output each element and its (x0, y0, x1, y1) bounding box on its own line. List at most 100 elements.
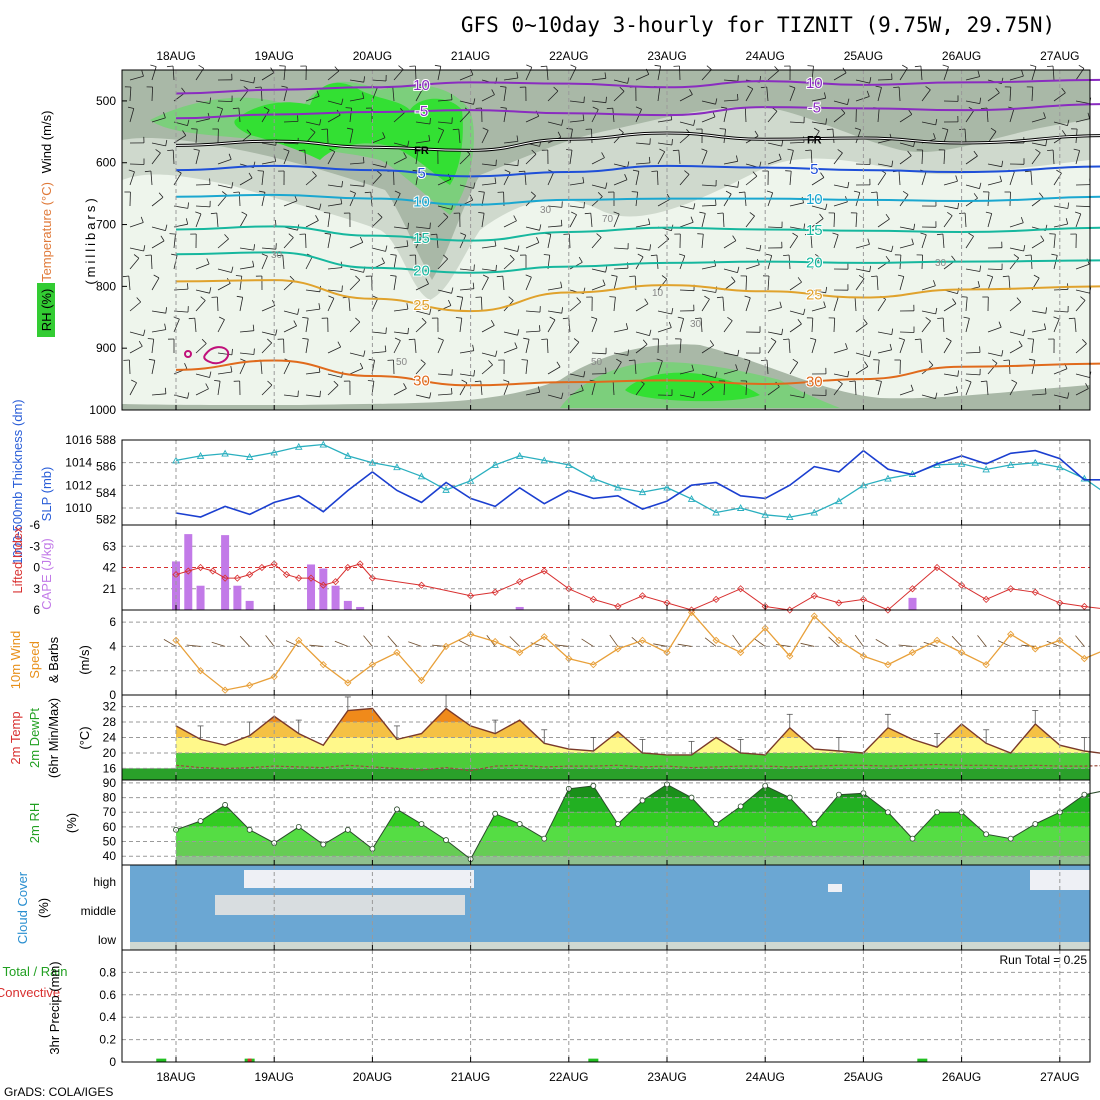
wind-barb-flag (690, 216, 694, 223)
wind-speed-marker (1080, 654, 1088, 663)
wind-barb (569, 150, 573, 165)
wind-barb-flag (591, 316, 598, 320)
wind-barb (216, 212, 219, 228)
wind-barb-flag (455, 317, 462, 319)
wind-barb (965, 236, 974, 249)
wind-barb (415, 204, 430, 207)
wind-barb (789, 281, 802, 291)
wind-barb-flag (897, 274, 904, 277)
wind-barb (657, 360, 663, 375)
wind-barb (943, 66, 949, 81)
li-marker (196, 563, 205, 572)
wind-barb (657, 151, 666, 165)
wind-barb (723, 240, 737, 249)
wind-barb (723, 99, 739, 102)
wind-barb-flag (1045, 387, 1047, 395)
wind-barb-flag (452, 128, 459, 131)
wind-barb (569, 301, 581, 312)
wind-barb-flag (629, 275, 636, 277)
wind-barb (833, 184, 848, 189)
wind-barb-flag (671, 308, 674, 315)
wind-barb-flag (429, 222, 431, 229)
wind-barb (657, 87, 661, 102)
wind-barb-flag (955, 175, 958, 182)
wind-barb (195, 150, 200, 165)
wind-barb-flag (153, 274, 160, 279)
wind-barb-flag (889, 343, 892, 350)
wind-speed-marker (491, 637, 499, 646)
wind-barb-flag (1061, 87, 1066, 94)
cape-bar (331, 585, 340, 610)
wind-barb-flag (541, 338, 548, 340)
rh-marker (688, 794, 695, 801)
wind-barb-flag (732, 235, 737, 241)
wind-barb (943, 149, 946, 165)
wind-barb (569, 233, 571, 249)
wind-barb (305, 175, 317, 186)
rh-marker (516, 821, 523, 827)
isotherm (175, 251, 1100, 274)
wind-barb-flag (819, 213, 824, 219)
wind-barb-flag (693, 391, 696, 398)
wind-barb (657, 66, 661, 81)
wind-barb-flag (582, 114, 585, 121)
wind-barb-flag (1068, 317, 1075, 320)
wind-barb (481, 130, 489, 144)
wind-barb (613, 361, 622, 375)
wind-barb-flag (346, 127, 353, 130)
wind-barb (921, 320, 931, 333)
wind-barb-10m (387, 635, 398, 647)
wind-barb-flag (355, 275, 361, 281)
wind-barb (767, 142, 782, 147)
wind-barb (217, 108, 223, 123)
wind-barb-flag (779, 301, 782, 308)
wind-barb (261, 255, 268, 270)
wind-barb (943, 340, 952, 354)
wind-barb-flag (668, 321, 672, 328)
wind-barb (371, 331, 386, 334)
rh-marker (713, 821, 719, 827)
wind-barb-10m (186, 644, 201, 647)
wind-barb-flag (849, 380, 856, 382)
wind-barb-flag (727, 316, 733, 322)
wind-barb-flag (267, 380, 273, 386)
wind-barb (568, 317, 571, 333)
wind-barb-flag (825, 286, 828, 293)
rh-contour-label: 30 (540, 205, 552, 216)
wind-barb (1009, 108, 1015, 123)
wind-barb-flag (509, 254, 515, 260)
wind-barb (349, 129, 354, 144)
wind-barb-flag (553, 86, 559, 92)
wind-barb-flag (122, 275, 129, 278)
slp-marker (810, 508, 819, 516)
wind-barb (766, 359, 769, 375)
wind-barb (789, 362, 799, 375)
wind-barb (503, 87, 507, 102)
temp2m-label-1: 2m Temp (8, 711, 23, 764)
wind-barb (1009, 331, 1024, 336)
low-cloud (130, 942, 1090, 950)
wind-barb (745, 215, 755, 228)
cloud-level-label: high (93, 875, 116, 889)
x-tick-top: 24AUG (746, 49, 785, 63)
slp-marker (957, 459, 966, 467)
wind-barb-flag (240, 358, 246, 362)
y-tick-label: 80 (103, 791, 117, 805)
wind-barb (833, 234, 839, 249)
wind-barb-flag (1018, 340, 1023, 347)
rh-shading (234, 82, 463, 185)
y-tick-label-slp: 1010 (65, 501, 92, 515)
wind-barb-flag (980, 380, 987, 383)
wind-barb-flag (999, 175, 1002, 182)
li-tick-label: -6 (29, 518, 40, 532)
wind-barb-flag (164, 323, 167, 330)
wind-barb (877, 247, 892, 252)
wind-barb (657, 119, 672, 123)
wind-barb-flag (649, 244, 651, 251)
wind-barb-flag (1067, 119, 1070, 126)
wind-barb-flag (216, 106, 223, 110)
wind-barb-10m (554, 644, 569, 647)
wind-barb-flag (737, 93, 739, 101)
thickness-label: 1000-500mb Thickness (dm) (10, 399, 25, 564)
wind-barb-flag (631, 191, 638, 193)
